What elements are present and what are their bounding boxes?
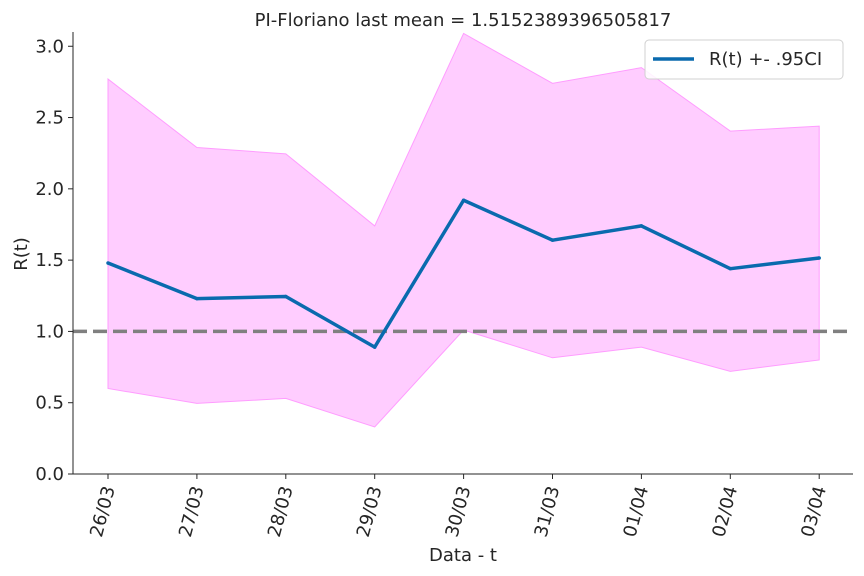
y-axis-ticks: 0.0 0.5 1.0 1.5 2.0 2.5 3.0 bbox=[35, 36, 73, 485]
data-point bbox=[284, 294, 288, 299]
data-point bbox=[461, 198, 466, 202]
y-tick-label: 0.0 bbox=[35, 464, 64, 485]
data-point bbox=[550, 238, 555, 242]
y-tick-label: 0.5 bbox=[35, 393, 64, 414]
y-tick-label: 1.5 bbox=[35, 250, 64, 271]
data-point bbox=[728, 266, 733, 271]
x-axis-ticks: 26/03 27/03 28/03 29/03 30/03 31/03 01/04 02/04… bbox=[86, 474, 831, 539]
data-point bbox=[639, 224, 644, 228]
legend-box bbox=[644, 39, 844, 80]
legend-label: R(t) +- .95CI bbox=[709, 49, 822, 70]
y-tick-label: 3.0 bbox=[35, 36, 64, 57]
y-tick-label: 2.0 bbox=[35, 179, 64, 200]
confidence-band bbox=[107, 32, 820, 428]
x-tick-label: 28/03 bbox=[264, 484, 298, 540]
x-tick-label: 26/03 bbox=[86, 484, 120, 540]
x-tick-label: 01/04 bbox=[620, 484, 654, 540]
data-point bbox=[195, 296, 199, 301]
x-tick-label: 30/03 bbox=[442, 484, 476, 540]
plot-area bbox=[72, 32, 853, 475]
x-tick-label: 03/04 bbox=[797, 484, 831, 540]
data-point bbox=[817, 256, 821, 260]
x-tick-label: 29/03 bbox=[353, 484, 387, 540]
data-point bbox=[372, 345, 377, 349]
legend: R(t) +- .95CI bbox=[644, 39, 844, 80]
chart-title: PI-Floriano last mean = 1.51523893965058… bbox=[255, 10, 672, 31]
x-tick-label: 27/03 bbox=[175, 484, 209, 540]
y-tick-label: 1.0 bbox=[35, 321, 64, 342]
x-tick-label: 02/04 bbox=[708, 484, 742, 540]
y-tick-label: 2.5 bbox=[35, 108, 64, 129]
x-axis-label: Data - t bbox=[429, 545, 497, 566]
data-point bbox=[106, 261, 110, 265]
x-tick-label: 31/03 bbox=[531, 484, 565, 540]
y-axis-label: R(t) bbox=[11, 237, 32, 271]
